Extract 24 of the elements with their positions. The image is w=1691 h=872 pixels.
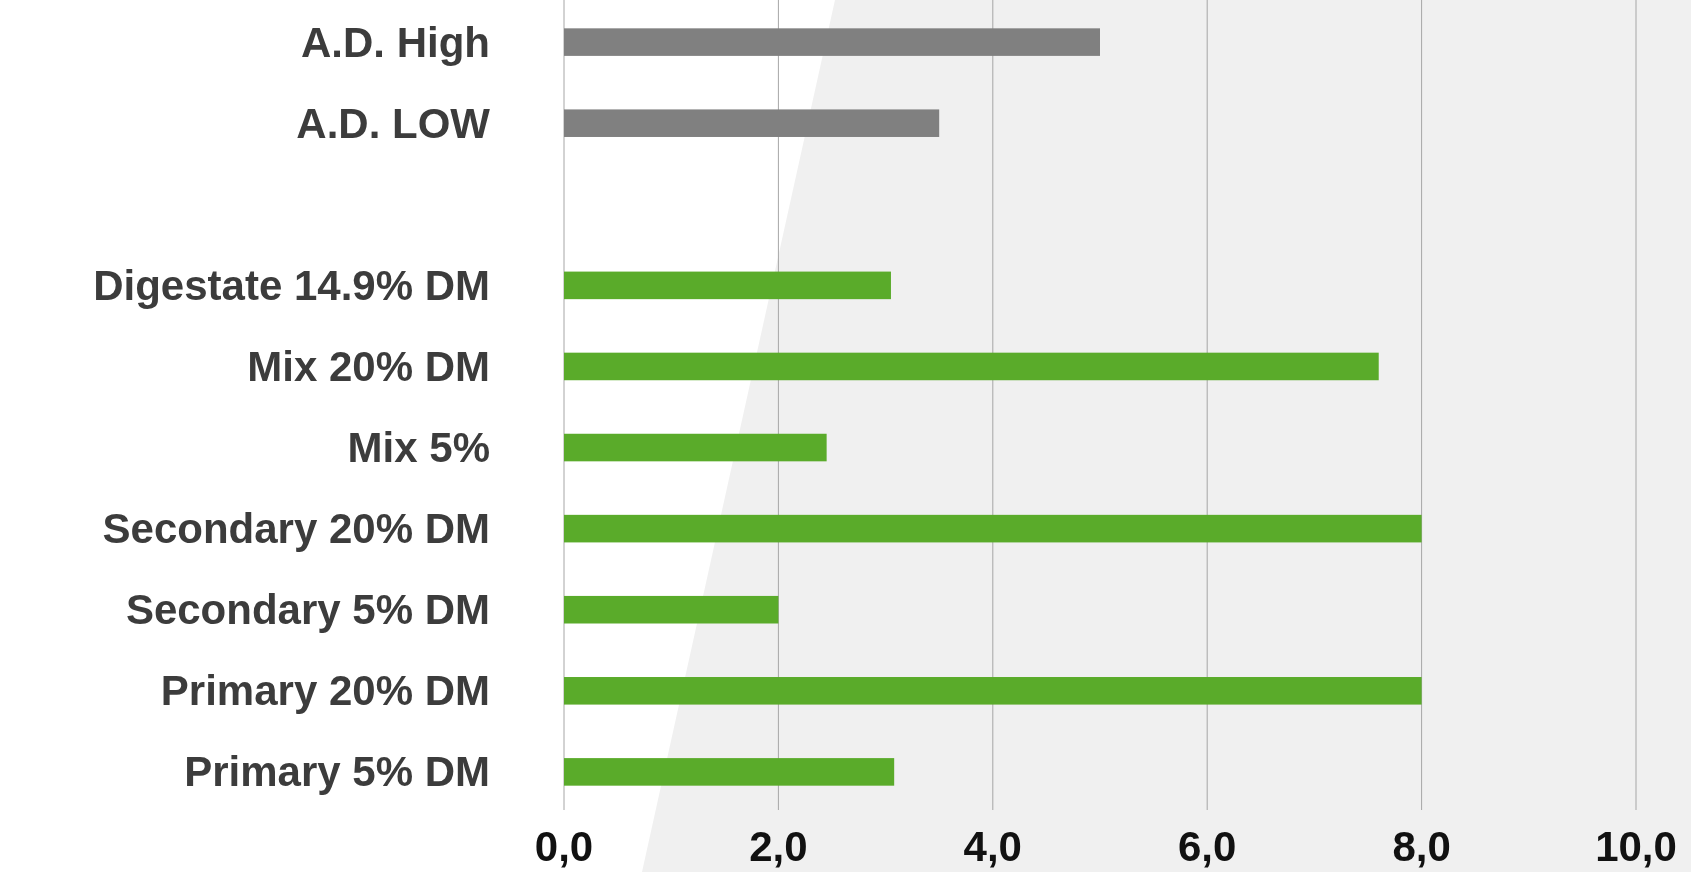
x-tick-label: 0,0 (534, 822, 594, 870)
y-tick-label: Digestate 14.9% DM (93, 261, 490, 309)
y-tick-label: Mix 20% DM (247, 342, 490, 390)
y-tick-label: A.D. High (301, 18, 490, 66)
bar (564, 677, 1422, 705)
bar (564, 514, 1422, 543)
bar (564, 109, 940, 137)
bar (564, 352, 1379, 381)
bar (564, 271, 891, 300)
y-tick-label: A.D. LOW (296, 99, 491, 147)
x-tick-label: 10,0 (1595, 822, 1677, 870)
bar (564, 433, 827, 462)
y-tick-label: Secondary 5% DM (125, 586, 490, 634)
y-tick-label: Secondary 20% DM (102, 505, 490, 553)
bar (564, 595, 779, 624)
bar (564, 28, 1100, 56)
y-tick-label: Primary 5% DM (184, 748, 490, 796)
x-tick-label: 6,0 (1178, 822, 1237, 870)
x-tick-label: 2,0 (749, 822, 808, 870)
y-tick-label: Primary 20% DM (160, 667, 490, 715)
y-tick-label: Mix 5% (347, 424, 490, 472)
x-tick-label: 4,0 (963, 822, 1022, 870)
bar (564, 758, 895, 786)
x-tick-label: 8,0 (1392, 822, 1451, 870)
